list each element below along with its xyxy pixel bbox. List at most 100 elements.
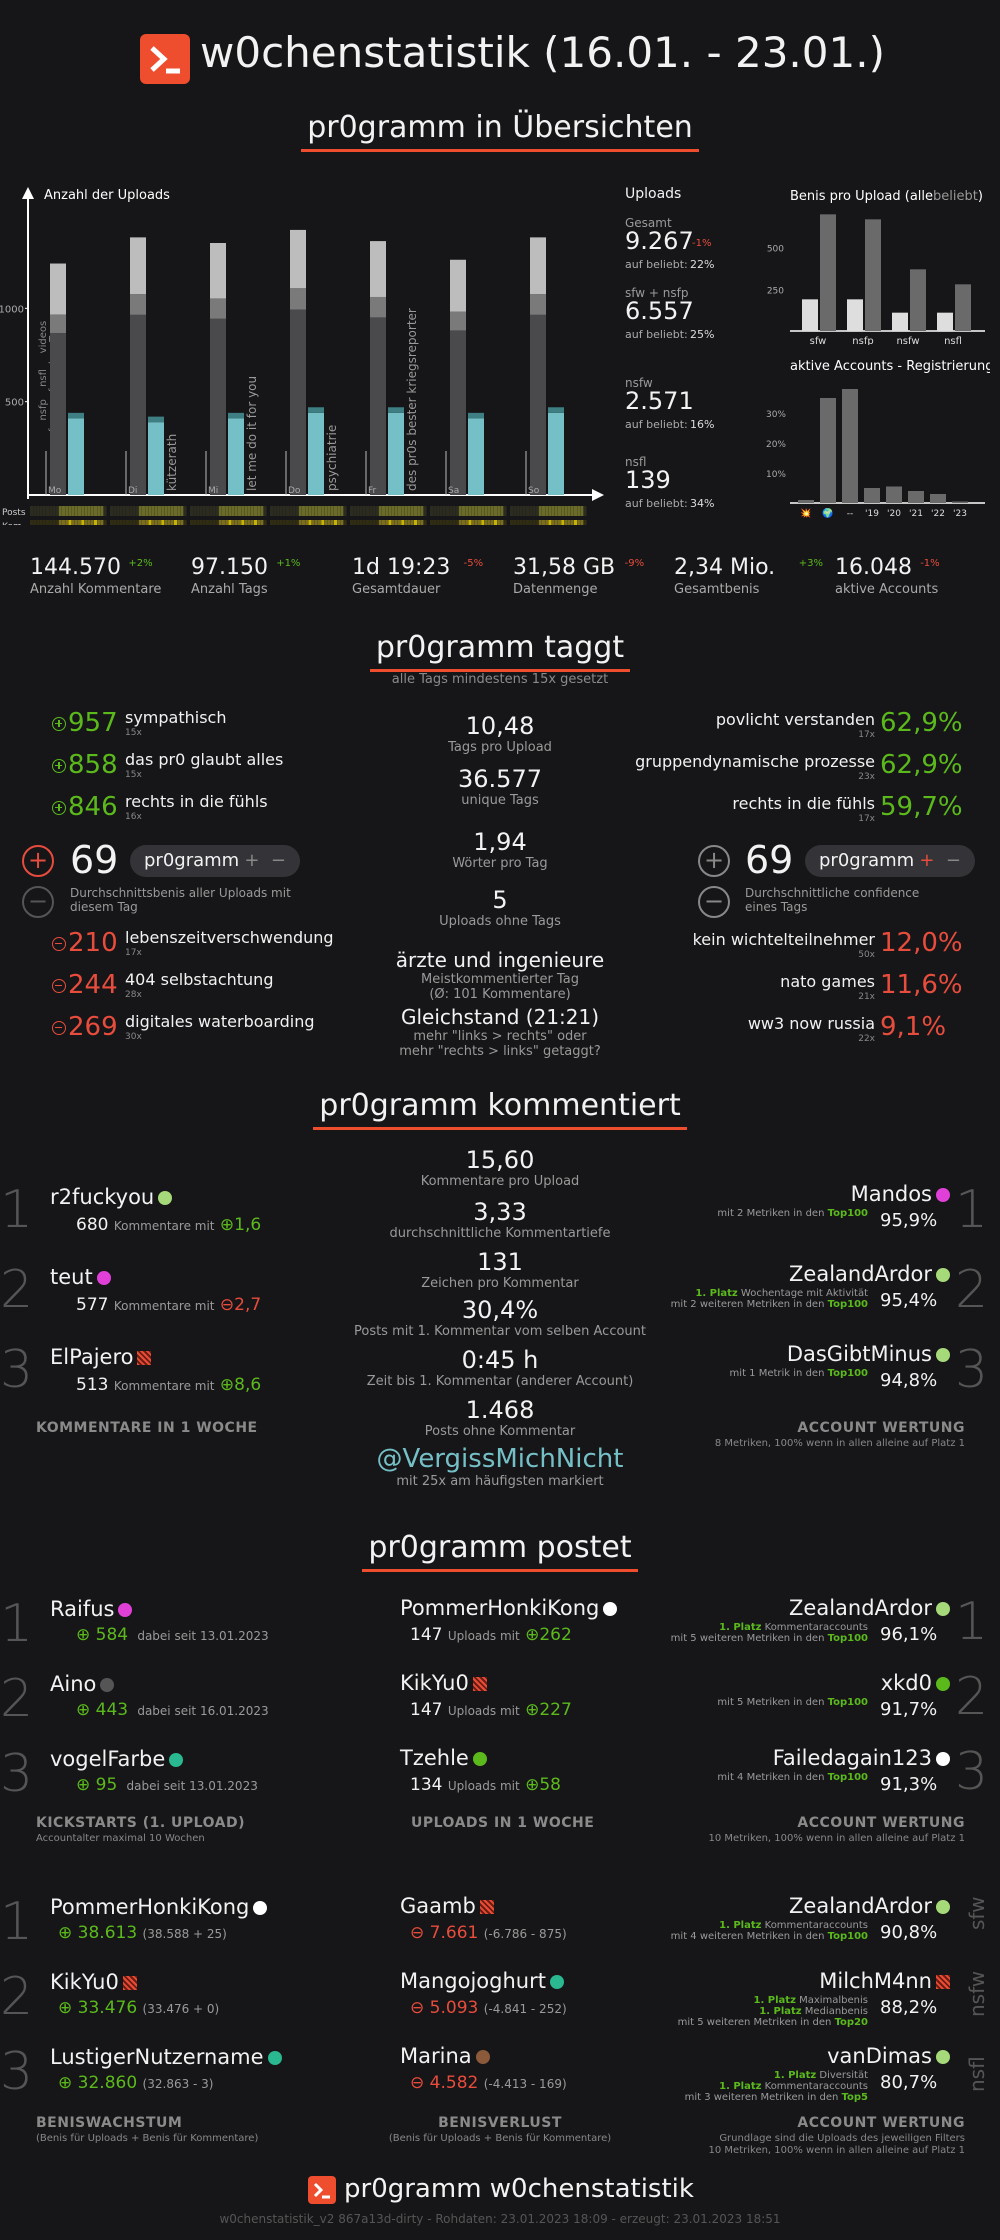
user-metric-line: mit 1 Metrik in den Top100	[729, 1368, 868, 1379]
tag-confidence-name[interactable]: nato games	[780, 972, 875, 991]
posts-account-footer: ACCOUNT WERTUNG	[797, 1815, 965, 1831]
tag-filter-pill[interactable]: pr0gramm + −	[805, 845, 975, 877]
user-name[interactable]: Gaamb	[400, 1894, 494, 1918]
user-name[interactable]: Tzehle	[400, 1746, 487, 1770]
user-name[interactable]: vanDimas	[580, 2044, 950, 2068]
user-name[interactable]: ElPajero	[50, 1345, 152, 1369]
accounts-chart: aktive Accounts - Registrierung 30% 20% 10%…	[766, 359, 990, 519]
stat-label: Gesamtbenis	[674, 582, 760, 597]
bar-alle	[892, 312, 908, 331]
comments-center-label: Zeichen pro Kommentar	[421, 1276, 579, 1291]
minus-circle-icon[interactable]: −	[698, 886, 730, 918]
user-name[interactable]: KikYu0	[50, 1970, 137, 1994]
tag-bottom-name[interactable]: lebenszeitverschwendung	[125, 928, 334, 947]
most-mentioned-label: mit 25x am häufigsten markiert	[396, 1474, 604, 1489]
user-name[interactable]: teut	[50, 1265, 111, 1289]
heat-cell	[113, 506, 117, 516]
user-name[interactable]: MilchM4nn	[580, 1969, 950, 1993]
user-name[interactable]: Raifus	[50, 1597, 133, 1621]
tag-bottom-name[interactable]: 404 selbstachtung	[125, 970, 274, 989]
heat-cell	[254, 520, 257, 525]
user-badge-icon	[936, 1752, 950, 1766]
heat-cell	[442, 506, 446, 516]
tag-top-name[interactable]: das pr0 glaubt alles	[125, 750, 284, 769]
bar-sfw-top	[68, 412, 84, 419]
tag-confidence-name[interactable]: rechts in die fühls	[732, 794, 875, 813]
comments-center-value: 0:45 h	[461, 1346, 539, 1374]
tag-confidence-count: 21x	[858, 992, 875, 1002]
heat-cell	[222, 506, 225, 516]
heat-cell	[391, 506, 395, 516]
heat-cell	[458, 506, 462, 516]
comment-count: 577 Kommentare mit ⊖2,7	[76, 1295, 262, 1315]
user-name[interactable]: r2fuckyou	[50, 1185, 173, 1209]
user-name[interactable]: KikYu0	[400, 1671, 487, 1695]
heat-cell	[199, 520, 203, 525]
user-name[interactable]: Mangojoghurt	[400, 1969, 564, 1993]
heat-cell	[196, 520, 200, 525]
user-name[interactable]: DasGibtMinus	[580, 1342, 950, 1366]
heat-cell	[404, 520, 408, 525]
user-metric-line: 1. Platz Wochentage mit Aktivität	[695, 1288, 868, 1299]
plus-circle-icon[interactable]: +	[698, 845, 730, 877]
heat-cell	[548, 506, 552, 516]
user-badge-icon	[267, 2051, 282, 2065]
user-name[interactable]: vogelFarbe	[50, 1747, 184, 1771]
user-name[interactable]: ZealandArdor	[580, 1894, 950, 1918]
minus-circle-icon[interactable]: −	[22, 886, 54, 918]
tag-confidence-name[interactable]: povlicht verstanden	[715, 710, 875, 729]
rank-number: 2	[0, 1260, 34, 1320]
heat-cell	[417, 520, 421, 525]
tag-top-name[interactable]: rechts in die fühls	[125, 792, 268, 811]
heat-cell	[52, 506, 56, 516]
user-name[interactable]: Failedagain123	[580, 1746, 950, 1770]
tag-confidence-name[interactable]: kein wichtelteilnehmer	[692, 930, 875, 949]
heat-row-label: Posts	[2, 508, 26, 518]
heat-cell	[353, 506, 357, 516]
heat-cell	[321, 506, 325, 516]
user-name[interactable]: Mandos	[580, 1182, 950, 1206]
user-name[interactable]: xkd0	[580, 1671, 950, 1695]
tag-top-name[interactable]: sympathisch	[125, 708, 227, 727]
day-label: Sa	[448, 486, 459, 496]
tag-confidence-name[interactable]: gruppendynamische prozesse	[635, 752, 875, 771]
heat-cell	[273, 506, 277, 516]
heat-cell	[372, 506, 376, 516]
stat-value: 97.150	[191, 555, 268, 580]
user-badge-icon	[936, 1602, 950, 1616]
x-tick-label: nsfp	[852, 336, 873, 345]
user-name[interactable]: Aino	[50, 1672, 115, 1696]
tag-confidence-name[interactable]: ww3 now russia	[747, 1014, 875, 1033]
heat-cell	[394, 520, 398, 525]
bar-beliebt	[910, 269, 926, 331]
heat-cell	[49, 520, 53, 525]
heat-cell	[343, 520, 347, 525]
heat-cell	[570, 506, 574, 516]
user-name[interactable]: PommerHonkiKong	[400, 1596, 618, 1620]
heat-cell	[81, 520, 85, 525]
uploads-item-sub: auf beliebt:	[625, 418, 688, 431]
heat-cell	[263, 520, 267, 525]
heat-cell	[257, 506, 261, 516]
user-name[interactable]: PommerHonkiKong	[50, 1895, 268, 1919]
benis-growth: ⊕ 33.476 (33.476 + 0)	[58, 1998, 220, 2018]
plus-circle-icon[interactable]: +	[22, 845, 54, 877]
most-mentioned-user[interactable]: @VergissMichNicht	[376, 1444, 624, 1474]
bar-videos	[210, 298, 226, 319]
heat-cell	[33, 506, 37, 516]
heat-cell	[129, 506, 133, 516]
user-name[interactable]: ZealandArdor	[580, 1596, 950, 1620]
user-name[interactable]: ZealandArdor	[580, 1262, 950, 1286]
tag-bottom-name[interactable]: digitales waterboarding	[125, 1012, 315, 1031]
user-name[interactable]: Marina	[400, 2044, 490, 2068]
heat-cell	[574, 506, 577, 516]
heat-cell	[132, 520, 136, 525]
heat-cell	[545, 506, 549, 516]
tag-filter-pill[interactable]: pr0gramm + −	[130, 845, 300, 877]
heat-cell	[276, 506, 280, 516]
heat-cell	[330, 520, 334, 525]
heat-cell	[135, 506, 139, 516]
user-name[interactable]: LustigerNutzername	[50, 2045, 282, 2069]
heat-cell	[446, 520, 449, 525]
heat-cell	[324, 506, 328, 516]
